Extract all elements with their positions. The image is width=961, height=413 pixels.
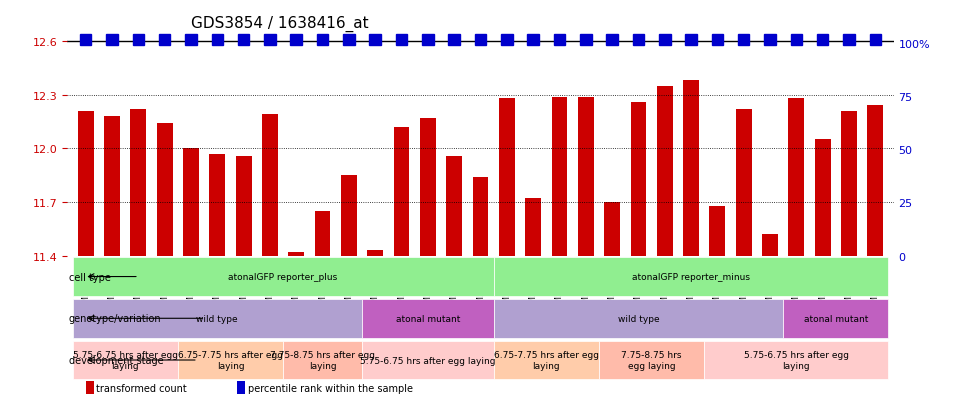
Bar xyxy=(237,35,250,45)
Bar xyxy=(704,341,889,380)
Bar xyxy=(184,149,199,256)
Text: atonalGFP reporter_minus: atonalGFP reporter_minus xyxy=(632,273,751,281)
Bar xyxy=(762,235,777,256)
Bar xyxy=(501,35,512,45)
Bar xyxy=(552,97,567,256)
Bar xyxy=(104,117,120,256)
Bar xyxy=(314,211,331,256)
Bar xyxy=(841,112,857,256)
Bar xyxy=(185,35,197,45)
Bar xyxy=(817,35,828,45)
Bar xyxy=(157,124,173,256)
Text: atonalGFP reporter_plus: atonalGFP reporter_plus xyxy=(229,273,337,281)
Bar xyxy=(473,178,488,256)
Bar xyxy=(78,112,93,256)
Bar xyxy=(870,35,881,45)
Text: 7.75-8.75 hrs after egg
laying: 7.75-8.75 hrs after egg laying xyxy=(270,351,375,370)
Text: 5.75-6.75 hrs after egg
laying: 5.75-6.75 hrs after egg laying xyxy=(744,351,849,370)
Text: 5.75-6.75 hrs after egg
laying: 5.75-6.75 hrs after egg laying xyxy=(73,351,178,370)
Bar xyxy=(657,87,673,256)
Bar xyxy=(578,97,594,256)
Text: development stage: development stage xyxy=(68,355,163,365)
Bar xyxy=(580,35,592,45)
Bar xyxy=(526,199,541,256)
Bar xyxy=(659,35,671,45)
Bar xyxy=(685,35,697,45)
Bar xyxy=(606,35,618,45)
Bar xyxy=(494,341,599,380)
Bar xyxy=(237,381,245,394)
Bar xyxy=(843,35,854,45)
Text: cell type: cell type xyxy=(68,272,111,282)
Text: atonal mutant: atonal mutant xyxy=(803,314,868,323)
Bar xyxy=(683,81,699,256)
Bar xyxy=(499,99,515,256)
Text: percentile rank within the sample: percentile rank within the sample xyxy=(248,383,413,393)
Bar xyxy=(494,299,783,338)
Bar xyxy=(783,299,889,338)
Text: 6.75-7.75 hrs after egg
laying: 6.75-7.75 hrs after egg laying xyxy=(494,351,599,370)
Text: genotype/variation: genotype/variation xyxy=(68,313,161,323)
Bar xyxy=(709,206,726,256)
Bar xyxy=(341,176,357,256)
Text: atonal mutant: atonal mutant xyxy=(396,314,460,323)
Bar xyxy=(362,299,494,338)
Bar xyxy=(604,202,620,256)
Text: transformed count: transformed count xyxy=(96,383,187,393)
Bar xyxy=(736,110,752,256)
Bar xyxy=(131,110,146,256)
Text: 6.75-7.75 hrs after egg
laying: 6.75-7.75 hrs after egg laying xyxy=(178,351,283,370)
Bar xyxy=(235,156,252,256)
Bar xyxy=(178,341,283,380)
Bar xyxy=(362,341,494,380)
Bar xyxy=(159,35,170,45)
Bar xyxy=(72,258,494,296)
Bar xyxy=(72,299,362,338)
Bar xyxy=(815,140,830,256)
Bar xyxy=(632,35,644,45)
Text: wild type: wild type xyxy=(618,314,659,323)
Bar xyxy=(764,35,776,45)
Bar xyxy=(554,35,565,45)
Bar xyxy=(711,35,724,45)
Text: 5.75-6.75 hrs after egg laying: 5.75-6.75 hrs after egg laying xyxy=(360,356,496,365)
Bar xyxy=(343,35,355,45)
Bar xyxy=(317,35,329,45)
Bar xyxy=(396,35,407,45)
Bar xyxy=(868,106,883,256)
Bar xyxy=(264,35,276,45)
Bar xyxy=(86,381,93,394)
Bar xyxy=(446,156,462,256)
Bar xyxy=(475,35,486,45)
Text: 7.75-8.75 hrs
egg laying: 7.75-8.75 hrs egg laying xyxy=(622,351,682,370)
Bar xyxy=(738,35,750,45)
Bar xyxy=(494,258,889,296)
Bar xyxy=(394,128,409,256)
Text: GDS3854 / 1638416_at: GDS3854 / 1638416_at xyxy=(191,16,369,32)
Bar xyxy=(288,252,304,256)
Bar xyxy=(449,35,460,45)
Bar xyxy=(630,102,647,256)
Bar xyxy=(422,35,433,45)
Bar xyxy=(788,99,804,256)
Bar xyxy=(599,341,704,380)
Bar xyxy=(80,35,91,45)
Bar xyxy=(209,154,225,256)
Bar xyxy=(133,35,144,45)
Bar xyxy=(211,35,223,45)
Bar xyxy=(791,35,802,45)
Bar xyxy=(290,35,302,45)
Bar xyxy=(528,35,539,45)
Bar xyxy=(262,115,278,256)
Bar xyxy=(369,35,381,45)
Bar xyxy=(420,119,435,256)
Bar xyxy=(367,251,383,256)
Bar xyxy=(72,341,178,380)
Text: wild type: wild type xyxy=(196,314,238,323)
Bar xyxy=(283,341,362,380)
Bar xyxy=(107,35,118,45)
